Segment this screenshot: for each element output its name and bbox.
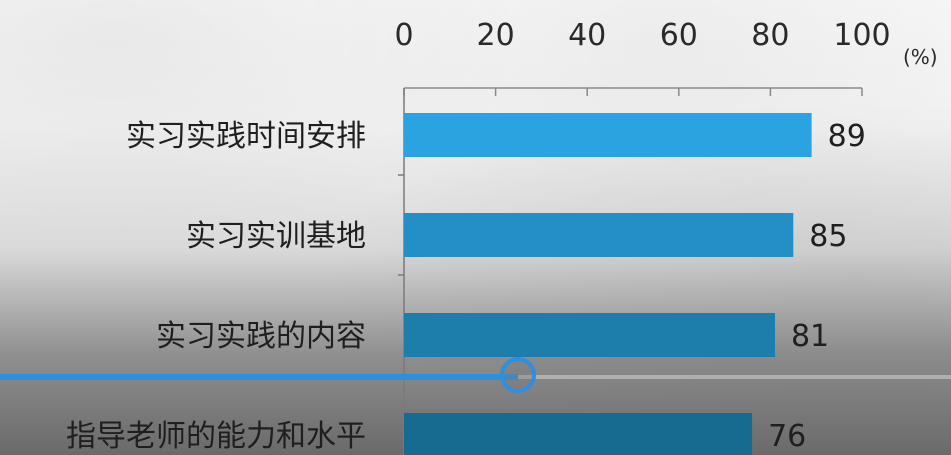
value-labels: 89 85 81 76 <box>768 119 866 454</box>
unit-label: (%) <box>903 45 938 69</box>
bar <box>404 113 812 157</box>
progress-fill <box>0 374 518 380</box>
value-label: 81 <box>791 319 829 354</box>
x-tick-label: 0 <box>394 18 413 53</box>
progress-thumb[interactable] <box>500 357 536 393</box>
bar <box>404 413 753 455</box>
category-label: 指导老师的能力和水平 <box>66 419 366 454</box>
x-tick-label: 40 <box>568 18 606 53</box>
bars <box>404 113 812 455</box>
x-axis-ticks: 0 20 40 60 80 100 <box>394 18 890 53</box>
value-label: 85 <box>809 219 847 254</box>
value-label: 89 <box>828 119 866 154</box>
x-tick-label: 60 <box>660 18 698 53</box>
value-label: 76 <box>768 419 806 454</box>
category-label: 实习实训基地 <box>186 219 366 254</box>
bar <box>404 313 775 357</box>
bar <box>404 213 794 257</box>
category-label: 实习实践的内容 <box>156 319 366 354</box>
x-tick-label: 20 <box>477 18 515 53</box>
x-tick-label: 100 <box>833 18 890 53</box>
category-label: 实习实践时间安排 <box>126 119 366 154</box>
x-tick-label: 80 <box>751 18 789 53</box>
video-progress-bar[interactable] <box>0 357 951 393</box>
